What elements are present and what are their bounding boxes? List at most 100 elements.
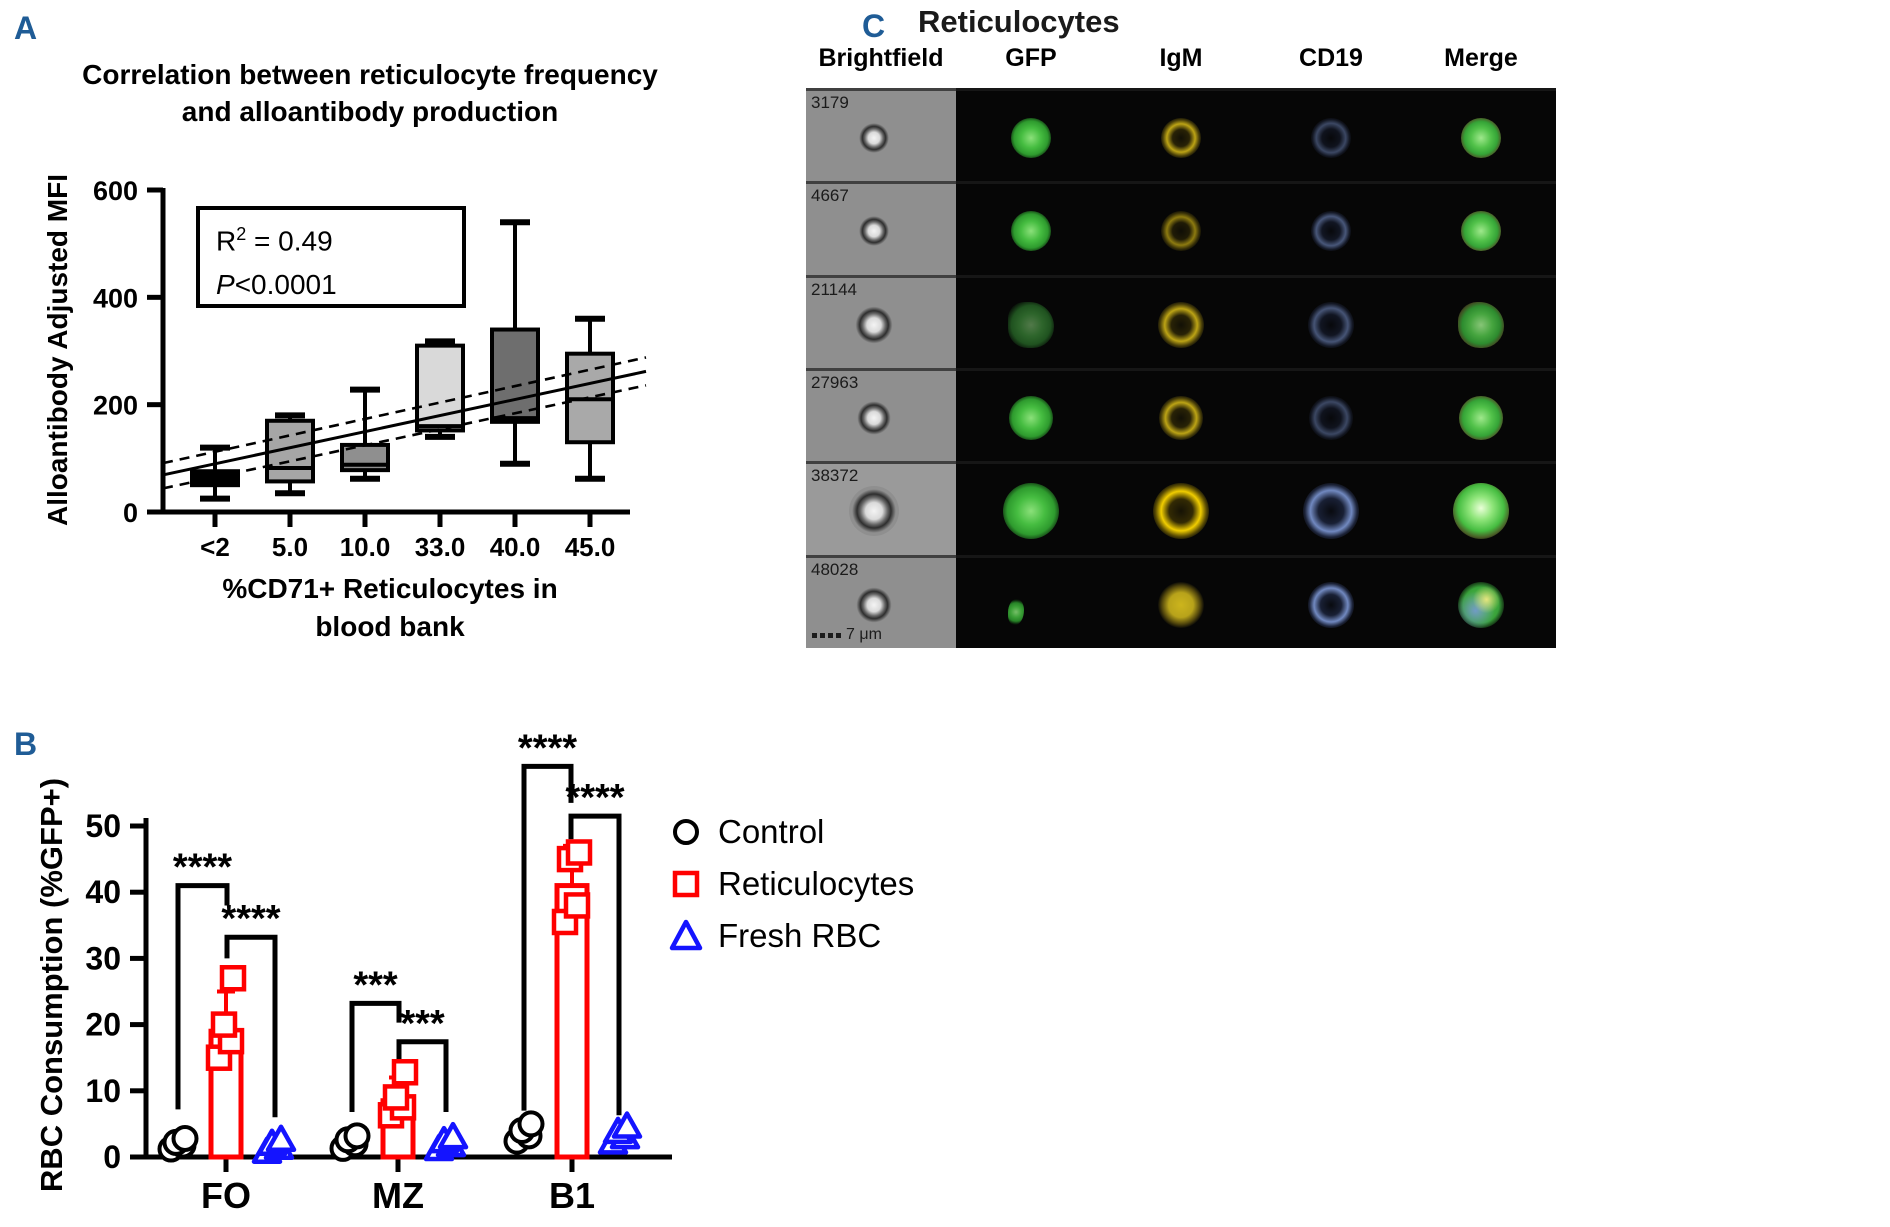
legend-marker-svg [672, 870, 700, 898]
panel-c-title: Reticulocytes [918, 4, 1120, 39]
gfp-cell-image [1011, 117, 1051, 158]
control-circle-icon [664, 814, 708, 850]
cell-id-label: 3179 [811, 93, 849, 112]
b-significance-bracket [224, 934, 278, 1118]
b-significance-bracket [349, 1000, 402, 1112]
merge-tile [1406, 88, 1556, 182]
gfp-cell-image [1003, 483, 1059, 540]
scale-bar-label: 7 μm [846, 626, 882, 643]
cell-id-label: 48028 [811, 559, 859, 579]
scale-bar-dot-icon [828, 632, 833, 638]
cell-id-label: 21144 [811, 279, 858, 299]
cd19-cell-image [1311, 117, 1351, 158]
b-control-point [171, 1124, 199, 1152]
brightfield-cell-image [848, 486, 899, 537]
scale-bar-dot-icon [812, 632, 817, 638]
b-significance-bracket [521, 763, 574, 1111]
panel-c-column-headers: Brightfield GFP IgM CD19 Merge [806, 44, 1556, 73]
panel-a-x-label-line2: blood bank [315, 611, 465, 642]
b-reticulocytes-point [563, 892, 591, 919]
microscopy-row-4667: 4667 [806, 181, 1556, 275]
cd19-cell-image [1309, 395, 1353, 440]
merge-tile [1406, 274, 1556, 368]
brightfield-tile: 4667 [806, 181, 956, 275]
reticulocytes-square-icon [664, 866, 708, 902]
a-x-tick-label: <2 [200, 532, 230, 562]
b-y-tick-label: 10 [85, 1073, 121, 1109]
a-x-tick-label: 40.0 [490, 532, 541, 562]
gfp-tile [956, 274, 1106, 368]
column-header-merge: Merge [1444, 44, 1518, 72]
igm-tile [1106, 554, 1256, 648]
panel-a-title: Correlation between reticulocyte frequen… [45, 56, 695, 130]
merge-tile [1406, 368, 1556, 462]
b-reticulocytes-point [382, 1084, 410, 1111]
brightfield-tile: 48028 7 μm [806, 554, 956, 648]
b-reticulocytes-point [210, 1011, 238, 1038]
legend-marker-svg [673, 819, 699, 845]
gfp-cell-image [1008, 598, 1024, 625]
gfp-tile [956, 461, 1106, 555]
cd19-cell-image [1303, 483, 1359, 540]
cd19-tile [1256, 181, 1406, 275]
brightfield-tile: 3179 [806, 88, 956, 182]
a-box [490, 327, 540, 424]
brightfield-cell-image [853, 584, 894, 625]
microscopy-row-3179: 3179 [806, 88, 1556, 182]
legend-circle-glyph [673, 819, 699, 845]
b-reticulocytes-point [391, 1059, 419, 1086]
merge-cell-image [1458, 581, 1504, 628]
microscopy-row-48028: 48028 7 μm [806, 554, 1556, 648]
b-reticulocytes-point [219, 965, 247, 992]
b-y-tick-label: 20 [85, 1007, 121, 1043]
gfp-cell-image [1011, 211, 1051, 252]
igm-tile [1106, 461, 1256, 555]
igm-cell-image [1161, 117, 1201, 158]
column-header-gfp: GFP [1005, 44, 1057, 72]
b-fresh-rbc-point [611, 1111, 643, 1139]
cell-id-label: 38372 [811, 466, 859, 486]
legend-marker-svg [669, 919, 703, 951]
gfp-tile [956, 181, 1106, 275]
p-value-text: P<0.0001 [216, 269, 337, 301]
cd19-tile [1256, 461, 1406, 555]
b-significance-stars: *** [353, 964, 398, 1006]
b-significance-bracket [396, 1039, 449, 1112]
merge-cell-image [1459, 395, 1503, 440]
microscopy-row-21144: 21144 [806, 274, 1556, 368]
panel-c-image-grid: 3179 4667 21144 27963 38372 48028 7 μm [806, 88, 1556, 648]
brightfield-cell-image [856, 120, 891, 155]
a-ci-upper-dashed-line [162, 356, 647, 465]
panel-c-label: C [862, 8, 886, 44]
igm-cell-image [1161, 211, 1201, 252]
igm-tile [1106, 88, 1256, 182]
panel-a-boxplot-chart: 0 200 400 600 <2 5.0 10.0 33.0 40.0 45.0 [93, 176, 647, 562]
gfp-tile [956, 368, 1106, 462]
b-significance-stars: **** [518, 727, 577, 769]
b-fresh-rbc-point [265, 1124, 297, 1153]
gfp-cell-image [1008, 301, 1054, 348]
panel-a-title-line1: Correlation between reticulocyte frequen… [82, 59, 658, 90]
cd19-tile [1256, 554, 1406, 648]
igm-tile [1106, 368, 1256, 462]
igm-cell-image [1158, 301, 1204, 348]
panel-a-x-label-line1: %CD71+ Reticulocytes in [222, 573, 558, 604]
a-ci-lower-dashed-line [162, 384, 647, 490]
cd19-cell-image [1308, 581, 1354, 628]
column-header-igm: IgM [1159, 44, 1203, 72]
panel-a-x-axis-label: %CD71+ Reticulocytes in blood bank [130, 570, 650, 646]
igm-tile [1106, 274, 1256, 368]
igm-tile [1106, 181, 1256, 275]
cd19-tile [1256, 368, 1406, 462]
a-x-tick-label: 5.0 [272, 532, 308, 562]
r-squared-text: R2 = 0.49 [216, 224, 333, 257]
column-header-brightfield: Brightfield [818, 44, 944, 72]
scale-bar-dot-icon [820, 632, 825, 638]
gfp-tile [956, 554, 1106, 648]
cd19-tile [1256, 88, 1406, 182]
scale-bar-dot-icon [836, 632, 841, 638]
a-regression-line [162, 369, 647, 477]
panel-a-label: A [14, 10, 38, 46]
b-reticulocytes-point [565, 839, 593, 866]
panel-b-label: B [14, 726, 38, 762]
